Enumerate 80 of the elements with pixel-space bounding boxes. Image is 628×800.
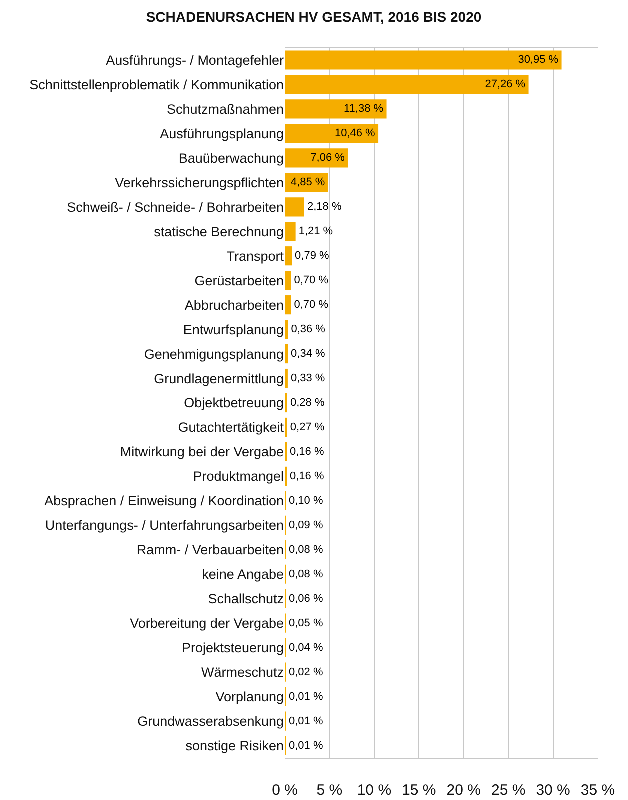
y-tick-label: Bauüberwachung <box>178 150 284 166</box>
y-tick-label: Objektbetreuung <box>184 396 284 411</box>
y-tick-label: statische Berechnung <box>154 224 284 240</box>
data-label: 0,02 % <box>289 666 324 678</box>
y-tick-label: Ramm- / Verbauarbeiten <box>136 542 284 558</box>
bar <box>285 271 292 290</box>
y-tick-label: Transport <box>226 248 284 264</box>
y-tick-label: Ausführungs- / Montagefehler <box>106 52 284 68</box>
data-label: 0,06 % <box>289 592 324 605</box>
data-label: 0,09 % <box>289 519 324 532</box>
data-label: 0,28 % <box>290 397 325 409</box>
data-label: 0,70 % <box>294 274 329 287</box>
x-tick-label: 35 % <box>580 782 616 799</box>
bar <box>285 50 562 70</box>
data-label: 0,70 % <box>294 299 329 312</box>
y-tick-label: Schweiß- / Schneide- / Bohrarbeiten <box>67 200 284 215</box>
y-tick-label: Genehmigungsplanung <box>144 346 284 362</box>
y-tick-label: Schutzmaßnahmen <box>166 102 284 117</box>
bar <box>285 148 348 168</box>
y-tick-label: sonstige Risiken <box>186 738 284 754</box>
y-tick-label: Abbrucharbeiten <box>184 298 284 313</box>
data-label: 27,26 % <box>485 78 526 91</box>
y-tick-label: Ausführungsplanung <box>160 126 284 142</box>
bar <box>285 124 379 144</box>
bar <box>285 246 292 266</box>
data-label: 0,04 % <box>289 642 324 654</box>
bar <box>285 344 288 364</box>
data-label: 0,16 % <box>290 446 324 458</box>
bar <box>285 368 288 388</box>
x-tick-label: 10 % <box>357 782 392 799</box>
data-label: 0,34 % <box>291 348 326 360</box>
y-tick-label: Absprachen / Einweisung / Koordination <box>44 494 284 509</box>
y-tick-label: Schnittstellenproblematik / Kommunikation <box>30 77 284 92</box>
y-tick-label: Produktmangel <box>193 469 284 484</box>
x-tick-label: 5 % <box>316 782 343 799</box>
x-tick-label: 25 % <box>491 782 526 799</box>
data-label: 0,36 % <box>291 324 326 336</box>
bar <box>285 222 296 242</box>
data-label: 0,27 % <box>290 421 325 434</box>
y-tick-label: Projektsteuerung <box>182 640 284 656</box>
data-label: 0,79 % <box>295 250 330 262</box>
data-label: 4,85 % <box>290 176 326 189</box>
data-label: 0,01 % <box>289 740 324 752</box>
x-tick-label: 15 % <box>402 782 436 799</box>
bar <box>285 320 288 340</box>
bar <box>285 198 304 217</box>
bar <box>285 100 387 119</box>
data-label: 2,18 % <box>308 201 342 214</box>
y-tick-label: Verkehrssicherungspflichten <box>115 175 284 190</box>
data-label: 0,10 % <box>289 494 324 507</box>
y-tick-label: Grundwasserabsenkung <box>138 714 284 730</box>
x-tick-label: 20 % <box>446 782 481 799</box>
data-label: 1,21 % <box>298 226 334 238</box>
data-label: 7,06 % <box>310 152 346 164</box>
bar <box>285 296 292 315</box>
y-tick-label: Vorplanung <box>216 690 284 705</box>
x-tick-label: 30 % <box>536 782 570 799</box>
y-tick-label: keine Angabe <box>202 567 284 582</box>
y-tick-label: Unterfangungs- / Unterfahrungsarbeiten <box>45 518 284 534</box>
chart-title: SCHADENURSACHEN HV GESAMT, 2016 BIS 2020 <box>146 8 482 25</box>
y-tick-label: Gutachtertätigkeit <box>178 420 284 436</box>
data-label: 10,46 % <box>334 128 376 140</box>
y-tick-label: Vorbereitung der Vergabe <box>130 616 284 632</box>
data-label: 0,33 % <box>290 372 326 385</box>
data-label: 0,01 % <box>289 690 324 703</box>
y-tick-label: Entwurfsplanung <box>183 322 284 338</box>
data-label: 0,08 % <box>289 568 324 580</box>
y-tick-label: Mitwirkung bei der Vergabe <box>120 444 284 460</box>
data-label: 30,95 % <box>518 54 559 66</box>
x-tick-label: 0 % <box>272 782 298 799</box>
y-tick-label: Grundlagenermittlung <box>154 371 284 386</box>
data-label: 11,38 % <box>344 103 384 116</box>
data-label: 0,16 % <box>290 470 324 482</box>
data-label: 0,05 % <box>289 617 324 630</box>
data-label: 0,01 % <box>289 715 324 728</box>
data-label: 0,08 % <box>289 544 324 556</box>
bar <box>285 75 529 94</box>
y-tick-label: Wärmeschutz <box>201 665 284 680</box>
y-tick-label: Gerüstarbeiten <box>194 273 284 288</box>
y-tick-label: Schallschutz <box>208 592 284 607</box>
